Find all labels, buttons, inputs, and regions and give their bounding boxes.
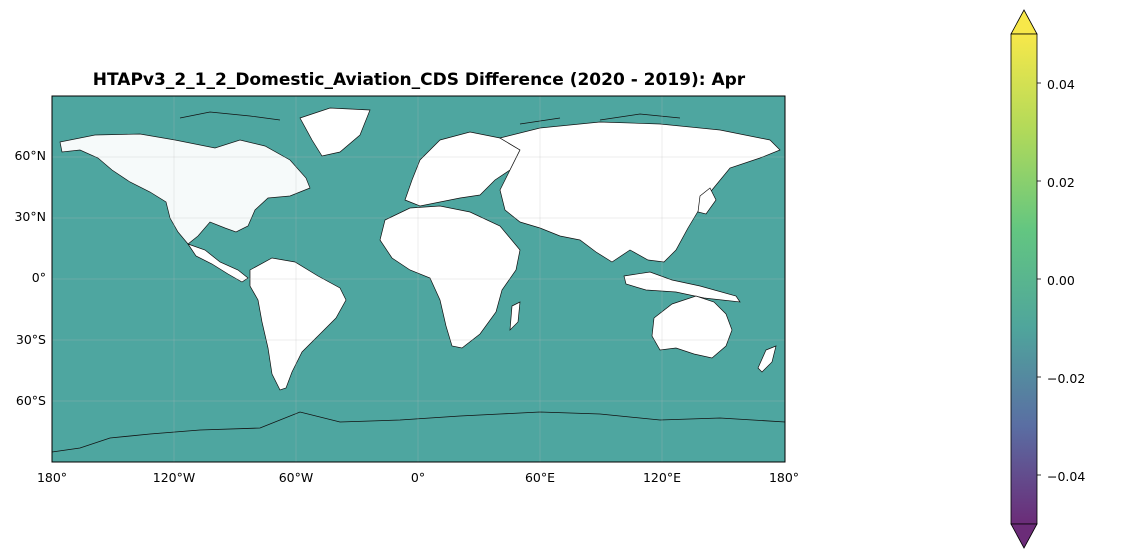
lat-tick-60s: 60°S: [15, 393, 46, 408]
land-africa: [379, 205, 521, 349]
land-arctic-islands: [179, 111, 681, 125]
lon-tick-120e: 120°E: [642, 470, 681, 485]
land-central-america: [187, 243, 249, 283]
colorbar-tick-0.04: 0.04: [1047, 77, 1075, 92]
colorbar-extend-top: [1010, 9, 1038, 35]
lat-tick-0: 0°: [31, 270, 46, 285]
land-antarctica: [52, 411, 785, 453]
colorbar-tick-0.02: 0.02: [1047, 175, 1075, 190]
land-north-america: [59, 133, 311, 245]
colorbar-tick-0.00: 0.00: [1047, 273, 1075, 288]
lon-tick-60e: 60°E: [524, 470, 556, 485]
map-frame: [51, 95, 786, 463]
lat-tick-30s: 30°S: [15, 332, 46, 347]
colorbar-tick-neg0.02: −0.02: [1047, 371, 1086, 386]
land-greenland: [299, 107, 371, 157]
lon-tick-60w: 60°W: [278, 470, 314, 485]
land-indonesia: [623, 271, 741, 303]
lat-tick-30n: 30°N: [14, 209, 46, 224]
colorbar-extend-bottom: [1010, 523, 1038, 549]
lon-tick-0: 0°: [410, 470, 426, 485]
lat-tick-60n: 60°N: [14, 148, 46, 163]
lon-tick-180e: 180°: [768, 470, 800, 485]
land-australia: [651, 295, 733, 359]
land-asia: [499, 121, 781, 263]
land-new-zealand: [757, 345, 777, 373]
colorbar: [1010, 9, 1041, 549]
lon-tick-120w: 120°W: [152, 470, 196, 485]
lon-tick-180w: 180°: [36, 470, 68, 485]
colorbar-gradient: [1010, 33, 1038, 525]
land-south-america: [249, 257, 347, 391]
land-layer: [52, 107, 785, 453]
gridlines: [52, 96, 785, 462]
land-madagascar: [509, 301, 521, 331]
land-japan: [697, 187, 717, 215]
plot-title: HTAPv3_2_1_2_Domestic_Aviation_CDS Diffe…: [92, 70, 746, 90]
colorbar-tick-neg0.04: −0.04: [1047, 469, 1086, 484]
